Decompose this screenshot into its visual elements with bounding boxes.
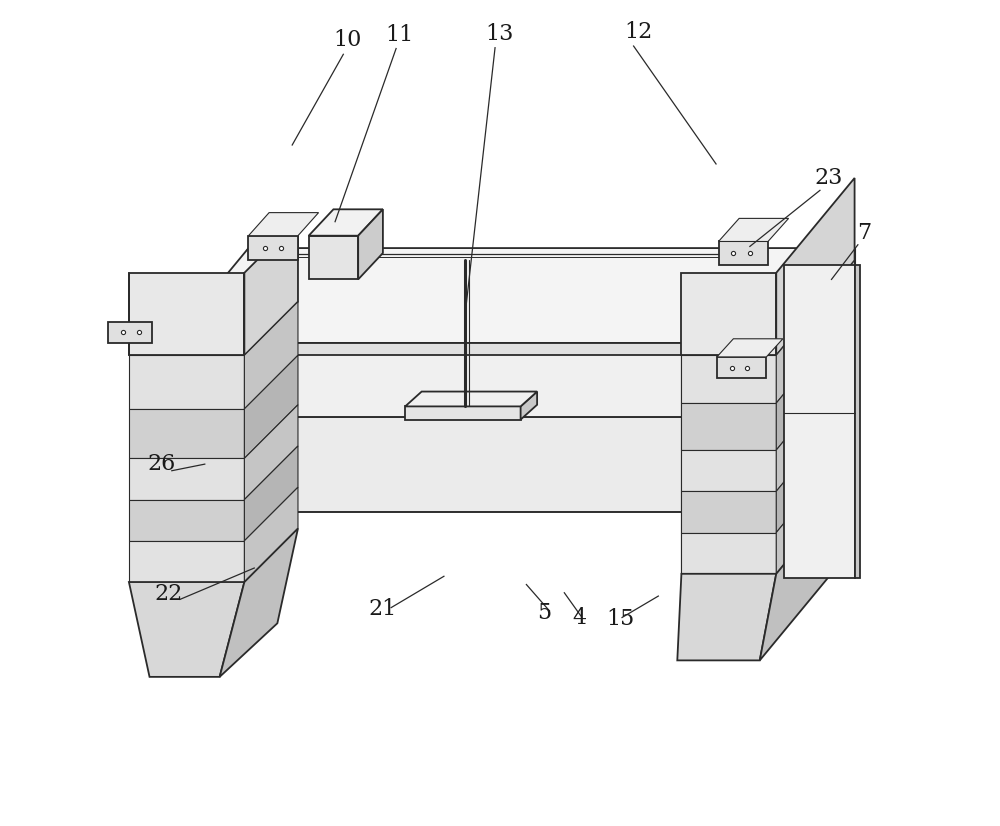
Polygon shape	[681, 491, 776, 533]
Polygon shape	[309, 209, 383, 235]
Polygon shape	[244, 405, 298, 500]
Polygon shape	[129, 500, 244, 541]
Polygon shape	[108, 322, 152, 343]
Polygon shape	[717, 339, 783, 357]
Text: 4: 4	[572, 606, 586, 629]
Polygon shape	[677, 574, 776, 660]
Polygon shape	[248, 212, 319, 235]
Polygon shape	[248, 235, 298, 260]
Polygon shape	[405, 392, 537, 406]
Polygon shape	[719, 218, 789, 241]
Text: 26: 26	[148, 453, 176, 475]
Polygon shape	[220, 529, 298, 676]
Polygon shape	[244, 446, 298, 541]
Text: 22: 22	[154, 583, 183, 605]
Polygon shape	[170, 343, 776, 355]
Polygon shape	[776, 308, 855, 450]
Polygon shape	[855, 264, 860, 578]
Text: 5: 5	[537, 601, 551, 624]
Polygon shape	[776, 438, 855, 574]
Polygon shape	[129, 273, 244, 355]
Polygon shape	[170, 417, 855, 512]
Polygon shape	[129, 582, 244, 676]
Polygon shape	[521, 392, 537, 420]
Polygon shape	[129, 409, 244, 458]
Text: 10: 10	[333, 29, 362, 51]
Polygon shape	[244, 301, 298, 409]
Polygon shape	[170, 248, 855, 343]
Polygon shape	[244, 355, 298, 458]
Polygon shape	[681, 533, 776, 574]
Polygon shape	[129, 355, 244, 409]
Polygon shape	[170, 248, 248, 512]
Polygon shape	[776, 178, 855, 355]
Text: 21: 21	[369, 598, 397, 620]
Text: 11: 11	[385, 24, 414, 46]
Polygon shape	[719, 241, 768, 264]
Polygon shape	[776, 396, 855, 533]
Polygon shape	[358, 209, 383, 279]
Polygon shape	[681, 403, 776, 450]
Polygon shape	[784, 264, 855, 578]
Polygon shape	[681, 355, 776, 403]
Polygon shape	[776, 260, 855, 403]
Text: 15: 15	[606, 608, 635, 630]
Polygon shape	[129, 458, 244, 500]
Polygon shape	[244, 219, 298, 355]
Polygon shape	[760, 479, 855, 660]
Polygon shape	[244, 487, 298, 582]
Text: 7: 7	[857, 222, 872, 244]
Text: 23: 23	[814, 167, 842, 189]
Polygon shape	[248, 248, 855, 483]
Polygon shape	[681, 273, 776, 355]
Polygon shape	[405, 406, 521, 420]
Polygon shape	[717, 357, 766, 378]
Text: 13: 13	[486, 22, 514, 45]
Polygon shape	[776, 248, 855, 512]
Polygon shape	[129, 541, 244, 582]
Polygon shape	[776, 355, 855, 491]
Text: 12: 12	[624, 21, 653, 43]
Polygon shape	[681, 450, 776, 491]
Polygon shape	[309, 235, 358, 279]
